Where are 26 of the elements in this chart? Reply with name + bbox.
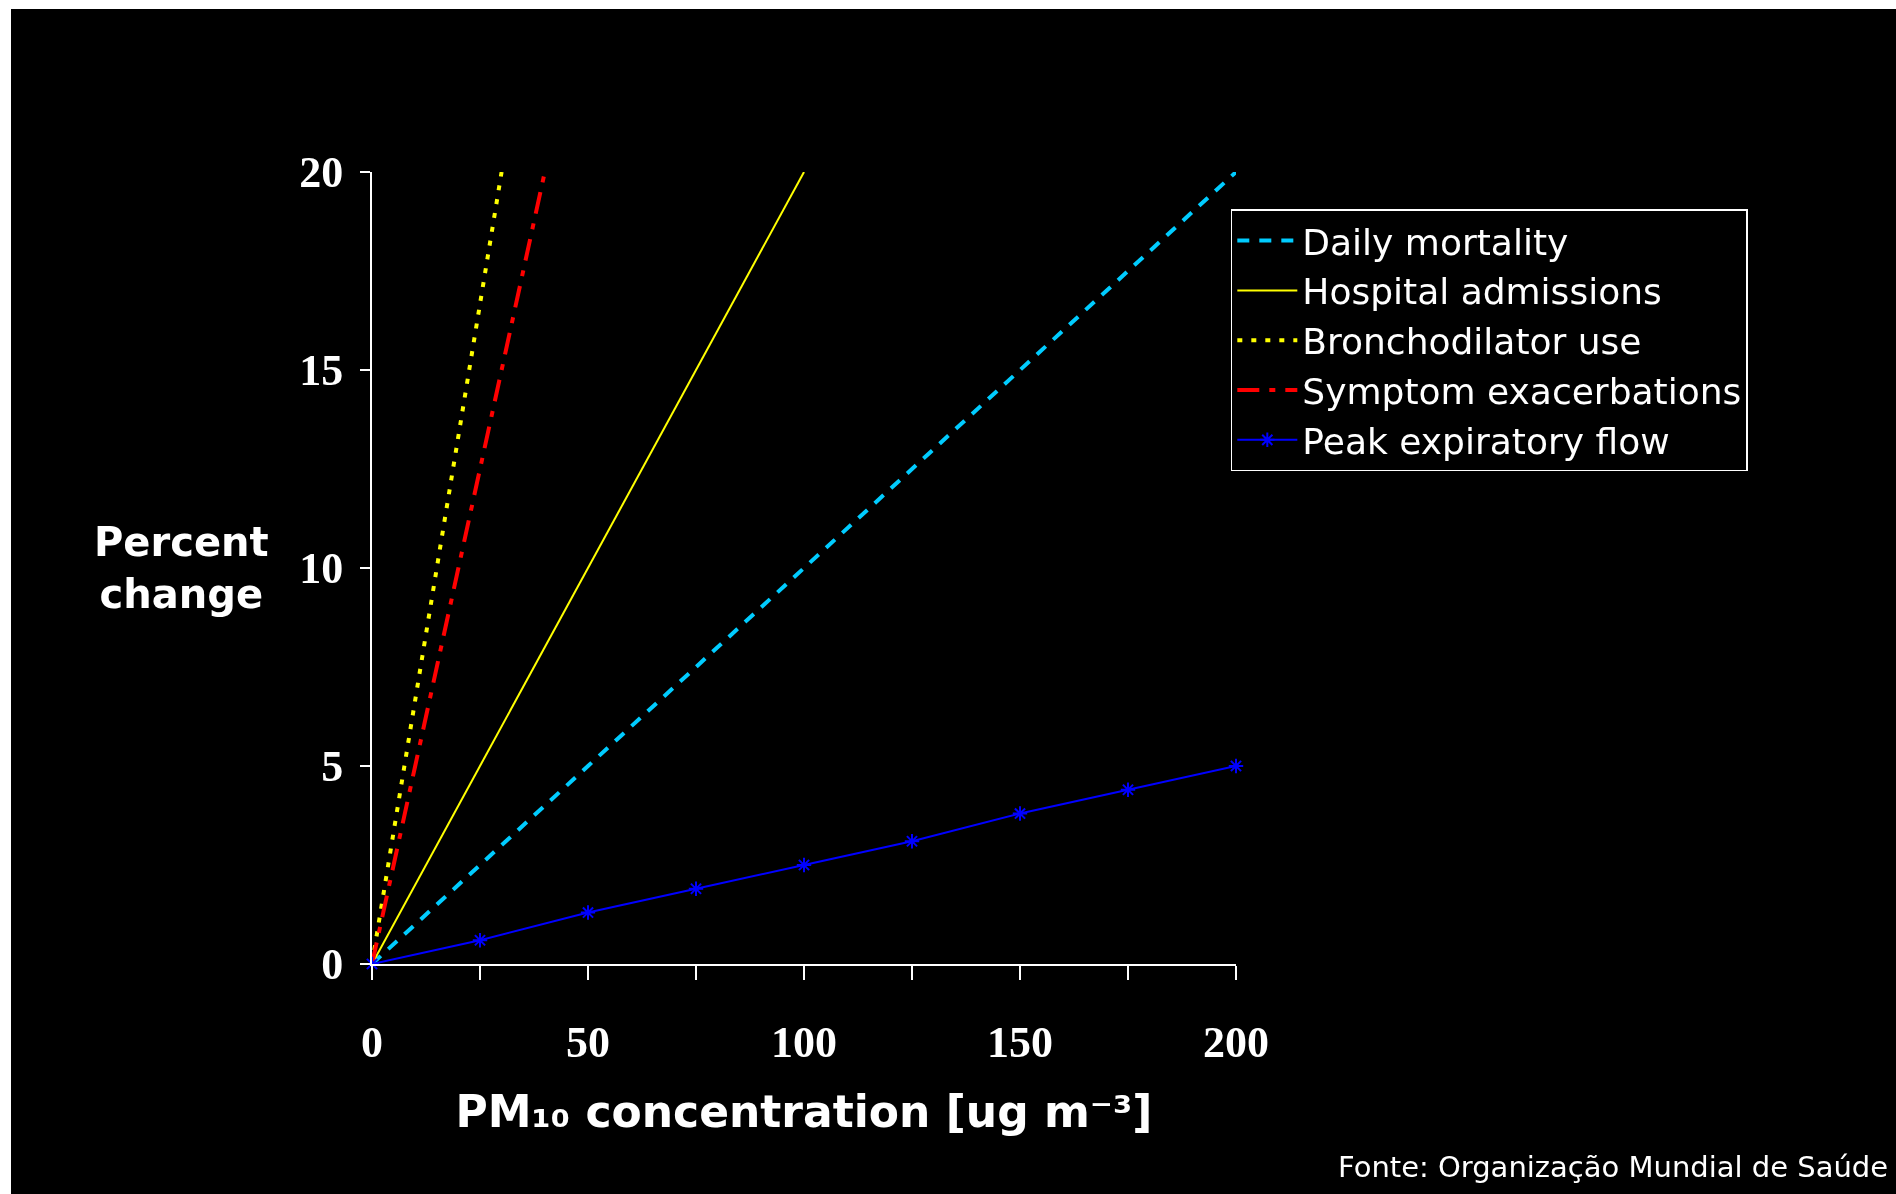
point [795,856,813,874]
legend-label: Hospital admissions [1302,271,1662,313]
point [687,880,705,897]
x-tick-label: 150 [987,1017,1053,1067]
x-tick-label: 50 [566,1017,610,1067]
y-axis-title: Percent change [94,519,269,617]
legend-label: Symptom exacerbations [1302,371,1742,413]
source-note: Fonte: Organização Mundial de Saúde [1338,1150,1889,1184]
legend-label: Peak expiratory flow [1302,420,1670,462]
point [579,904,597,921]
x-tick-label: 0 [361,1017,383,1067]
y-tick-label: 5 [321,742,344,792]
point [1227,757,1245,775]
point [903,833,921,850]
x-axis-title: PM₁₀ concentration [ug m⁻³] [455,1085,1153,1137]
y-tick-label: 20 [299,148,344,198]
y-tick-label: 0 [321,940,344,990]
y-tick-label: 10 [299,544,344,594]
point [471,932,489,949]
x-tick-label: 200 [1203,1017,1269,1067]
legend-label: Daily mortality [1302,221,1569,263]
point [1011,805,1029,822]
x-tick-label: 100 [771,1017,837,1067]
legend-label: Bronchodilator use [1302,321,1642,363]
y-tick-label: 15 [299,346,344,396]
point [1119,781,1137,798]
